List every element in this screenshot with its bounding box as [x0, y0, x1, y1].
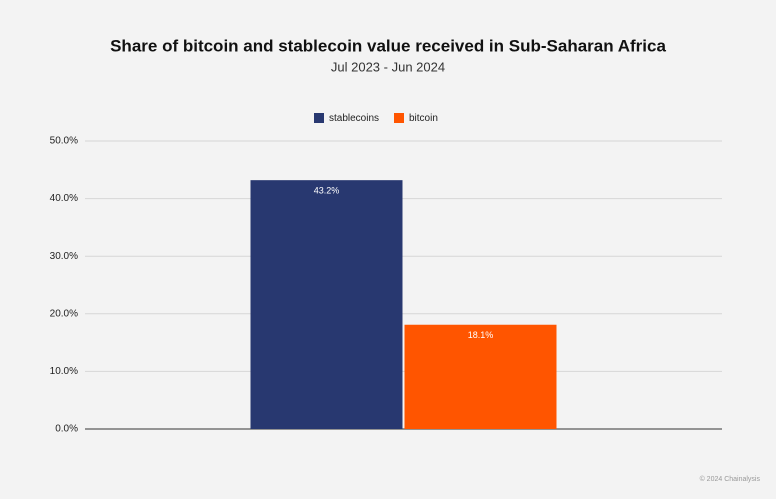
y-tick-label: 20.0% — [50, 308, 78, 319]
y-tick-label: 40.0% — [50, 193, 78, 204]
legend-swatch — [394, 113, 404, 123]
footer: © 2024 Chainalysis — [700, 475, 761, 483]
bar — [404, 324, 557, 429]
legend-swatch — [314, 113, 324, 123]
chart-title: Share of bitcoin and stablecoin value re… — [110, 36, 666, 55]
chart-subtitle: Jul 2023 - Jun 2024 — [331, 59, 445, 74]
y-tick-label: 50.0% — [50, 136, 78, 147]
legend-label: stablecoins — [329, 113, 379, 124]
y-tick-label: 10.0% — [50, 366, 78, 377]
value-label: 18.1% — [468, 330, 494, 340]
legend-label: bitcoin — [409, 113, 438, 124]
bar — [250, 180, 403, 429]
y-tick-label: 0.0% — [55, 424, 78, 435]
value-label: 43.2% — [314, 186, 340, 196]
y-tick-label: 30.0% — [50, 251, 78, 262]
